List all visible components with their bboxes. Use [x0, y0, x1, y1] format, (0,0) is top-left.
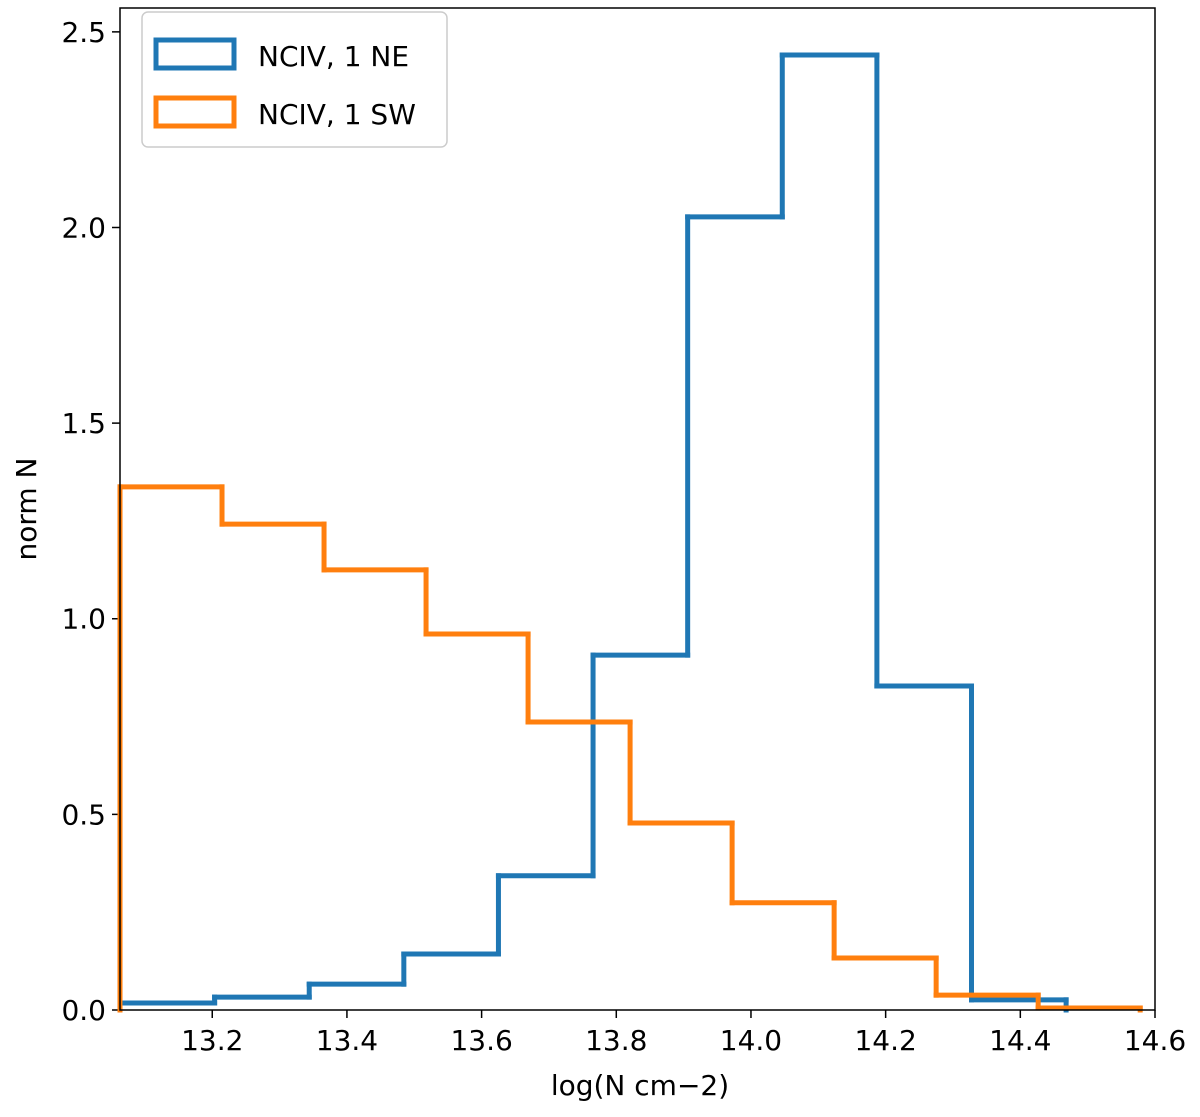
legend-label: NCIV, 1 NE	[258, 40, 409, 73]
legend-box	[141, 11, 448, 148]
y-tick-label: 0.0	[61, 994, 106, 1027]
x-tick-label: 13.6	[450, 1024, 512, 1057]
y-axis-label: norm N	[10, 457, 43, 560]
x-tick-label: 13.2	[181, 1024, 243, 1057]
x-tick-label: 14.2	[854, 1024, 916, 1057]
plot-frame	[119, 7, 1156, 1011]
y-tick-label: 2.5	[61, 16, 106, 49]
x-axis-label: log(N cm−2)	[551, 1069, 729, 1102]
y-tick-label: 1.5	[61, 407, 106, 440]
y-tick-label: 2.0	[61, 211, 106, 244]
x-tick-label: 14.4	[989, 1024, 1051, 1057]
legend-label: NCIV, 1 SW	[258, 98, 416, 131]
x-tick-label: 13.4	[316, 1024, 378, 1057]
legend-swatch	[153, 37, 237, 71]
x-tick-label: 14.6	[1124, 1024, 1186, 1057]
x-tick-label: 14.0	[720, 1024, 782, 1057]
y-tick-label: 1.0	[61, 603, 106, 636]
legend-swatch	[153, 95, 237, 129]
y-tick-label: 0.5	[61, 798, 106, 831]
x-tick-label: 13.8	[585, 1024, 647, 1057]
